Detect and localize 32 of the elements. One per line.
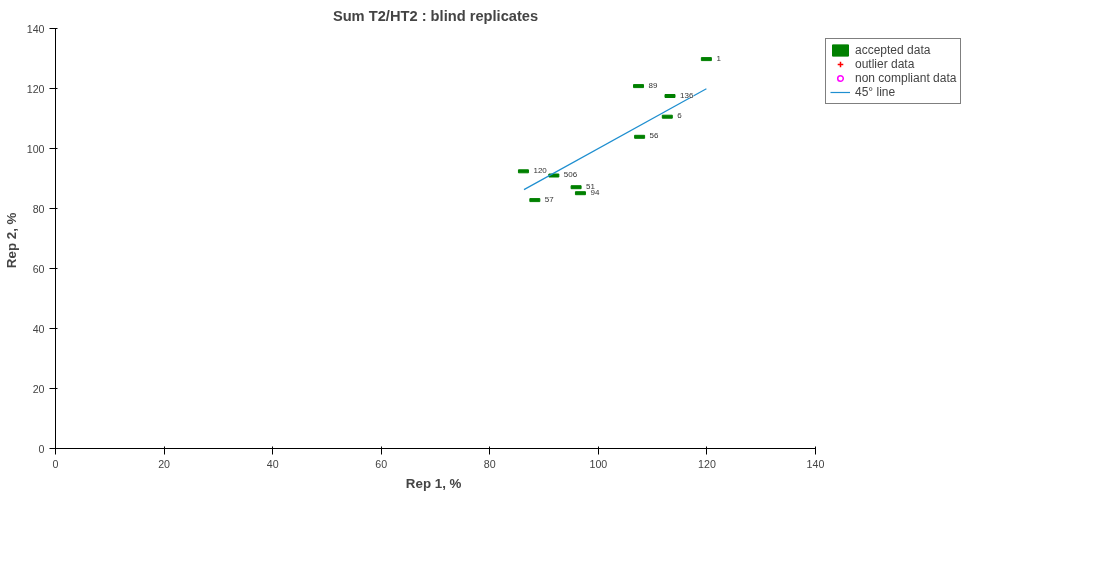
annotation: 89 <box>648 80 658 90</box>
x-tick-label: 80 <box>483 457 496 470</box>
y-tick-label: 100 <box>26 142 45 155</box>
y-tick-label: 120 <box>26 82 45 95</box>
legend-label: accepted data <box>855 43 931 57</box>
chart-title: Sum T2/HT2 : blind replicates <box>332 7 539 24</box>
y-tick-label: 80 <box>32 202 45 215</box>
y-axis-title: Rep 2, % <box>3 212 19 269</box>
annotation: 57 <box>544 194 555 204</box>
x-tick-label: 120 <box>698 457 716 470</box>
y-tick-label: 60 <box>32 262 45 275</box>
x-tick-label: 60 <box>375 457 388 470</box>
y-tick-label: 140 <box>26 22 45 35</box>
y-tick-label: 20 <box>32 382 45 395</box>
x-tick-label: 40 <box>266 457 279 470</box>
y-tick-label: 0 <box>38 442 45 455</box>
x-tick-label: 0 <box>52 457 59 470</box>
annotation: 51 <box>586 181 596 191</box>
x-tick-label: 100 <box>589 457 608 470</box>
annotation: 56 <box>649 131 660 141</box>
legend-label: 45° line <box>855 85 896 99</box>
y-tick-label: 40 <box>32 322 45 335</box>
legend-label: non compliant data <box>855 71 957 85</box>
legend-label: outlier data <box>855 57 915 71</box>
x-axis-title: Rep 1, % <box>405 475 462 491</box>
x-tick-label: 20 <box>158 457 171 470</box>
x-tick-label: 140 <box>806 457 825 470</box>
annotation: 6 <box>677 111 683 121</box>
annotation: 120 <box>533 165 548 175</box>
annotation: 136 <box>680 90 694 100</box>
annotation: 1 <box>716 53 722 63</box>
annotation: 506 <box>563 170 578 179</box>
